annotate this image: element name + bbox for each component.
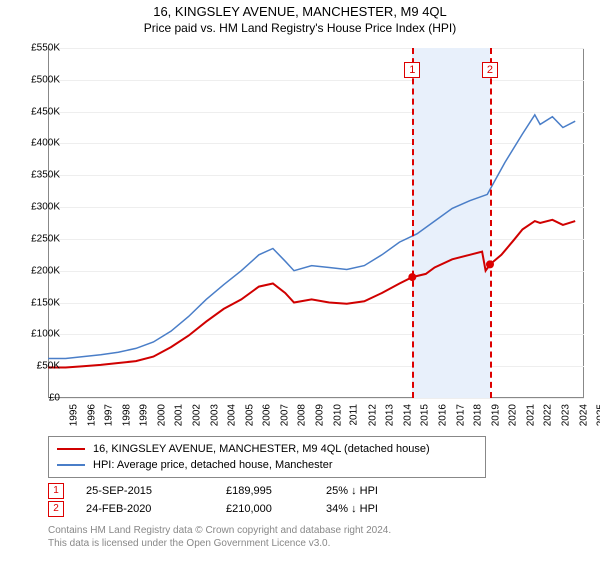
y-axis-tick: £400K bbox=[31, 138, 60, 149]
y-axis-tick: £50K bbox=[37, 361, 60, 372]
x-axis-tick: 2016 bbox=[437, 404, 448, 426]
sale-marker-badge: 1 bbox=[404, 62, 420, 78]
sales-table: 1 25-SEP-2015 £189,995 25% ↓ HPI 2 24-FE… bbox=[48, 482, 446, 518]
legend-swatch bbox=[57, 448, 85, 450]
x-axis-tick: 2014 bbox=[402, 404, 413, 426]
x-axis-tick: 1995 bbox=[68, 404, 79, 426]
x-axis-tick: 2002 bbox=[191, 404, 202, 426]
y-axis-tick: £250K bbox=[31, 233, 60, 244]
sale-marker-line bbox=[412, 48, 414, 398]
x-axis-tick: 2017 bbox=[455, 404, 466, 426]
x-axis-tick: 2025 bbox=[595, 404, 600, 426]
sale-marker-badge: 2 bbox=[482, 62, 498, 78]
x-axis-tick: 2023 bbox=[560, 404, 571, 426]
x-axis-tick: 2022 bbox=[543, 404, 554, 426]
sale-hpi-delta: 34% ↓ HPI bbox=[326, 503, 446, 515]
x-axis-tick: 1999 bbox=[139, 404, 150, 426]
x-axis-tick: 2007 bbox=[279, 404, 290, 426]
x-axis-tick: 2006 bbox=[262, 404, 273, 426]
series-line-hpi bbox=[48, 115, 575, 359]
x-axis-tick: 2013 bbox=[385, 404, 396, 426]
x-axis-tick: 2009 bbox=[314, 404, 325, 426]
y-axis-tick: £500K bbox=[31, 74, 60, 85]
x-axis-tick: 1998 bbox=[121, 404, 132, 426]
y-axis-tick: £100K bbox=[31, 329, 60, 340]
sale-marker-line bbox=[490, 48, 492, 398]
x-axis-tick: 2000 bbox=[156, 404, 167, 426]
sale-hpi-delta: 25% ↓ HPI bbox=[326, 485, 446, 497]
x-axis-tick: 2019 bbox=[490, 404, 501, 426]
sale-date: 25-SEP-2015 bbox=[86, 485, 226, 497]
x-axis-tick: 2008 bbox=[297, 404, 308, 426]
y-axis-tick: £300K bbox=[31, 202, 60, 213]
legend-item: 16, KINGSLEY AVENUE, MANCHESTER, M9 4QL … bbox=[57, 441, 477, 457]
x-axis-tick: 2005 bbox=[244, 404, 255, 426]
sale-marker-badge: 2 bbox=[48, 501, 64, 517]
attribution-line: Contains HM Land Registry data © Crown c… bbox=[48, 524, 391, 537]
legend-swatch bbox=[57, 464, 85, 466]
y-axis-tick: £450K bbox=[31, 106, 60, 117]
sale-marker-badge: 1 bbox=[48, 483, 64, 499]
legend-label: HPI: Average price, detached house, Manc… bbox=[93, 459, 333, 471]
y-axis-tick: £200K bbox=[31, 265, 60, 276]
legend-label: 16, KINGSLEY AVENUE, MANCHESTER, M9 4QL … bbox=[93, 443, 430, 455]
sale-price: £210,000 bbox=[226, 503, 326, 515]
chart-plot-area: 12 bbox=[48, 48, 584, 398]
x-axis-tick: 2015 bbox=[420, 404, 431, 426]
chart-title: 16, KINGSLEY AVENUE, MANCHESTER, M9 4QL bbox=[0, 4, 600, 19]
chart-lines bbox=[48, 48, 584, 398]
grid-line bbox=[48, 398, 584, 399]
attribution-line: This data is licensed under the Open Gov… bbox=[48, 537, 391, 550]
x-axis-tick: 2003 bbox=[209, 404, 220, 426]
y-axis-tick: £150K bbox=[31, 297, 60, 308]
x-axis-tick: 2024 bbox=[578, 404, 589, 426]
x-axis-tick: 2018 bbox=[472, 404, 483, 426]
x-axis-tick: 2012 bbox=[367, 404, 378, 426]
x-axis-tick: 2011 bbox=[349, 404, 360, 426]
attribution-text: Contains HM Land Registry data © Crown c… bbox=[48, 524, 391, 550]
sale-row: 1 25-SEP-2015 £189,995 25% ↓ HPI bbox=[48, 482, 446, 500]
y-axis-tick: £0 bbox=[49, 393, 60, 404]
x-axis-tick: 2010 bbox=[332, 404, 343, 426]
legend-item: HPI: Average price, detached house, Manc… bbox=[57, 457, 477, 473]
sale-date: 24-FEB-2020 bbox=[86, 503, 226, 515]
x-axis-tick: 2001 bbox=[174, 404, 185, 426]
sale-row: 2 24-FEB-2020 £210,000 34% ↓ HPI bbox=[48, 500, 446, 518]
x-axis-tick: 2020 bbox=[508, 404, 519, 426]
x-axis-tick: 1996 bbox=[86, 404, 97, 426]
sale-price: £189,995 bbox=[226, 485, 326, 497]
y-axis-tick: £550K bbox=[31, 43, 60, 54]
x-axis-tick: 2021 bbox=[525, 404, 536, 426]
series-line-property bbox=[48, 220, 575, 368]
y-axis-tick: £350K bbox=[31, 170, 60, 181]
x-axis-tick: 1997 bbox=[103, 404, 114, 426]
chart-subtitle: Price paid vs. HM Land Registry's House … bbox=[0, 21, 600, 35]
chart-legend: 16, KINGSLEY AVENUE, MANCHESTER, M9 4QL … bbox=[48, 436, 486, 478]
x-axis-tick: 2004 bbox=[226, 404, 237, 426]
